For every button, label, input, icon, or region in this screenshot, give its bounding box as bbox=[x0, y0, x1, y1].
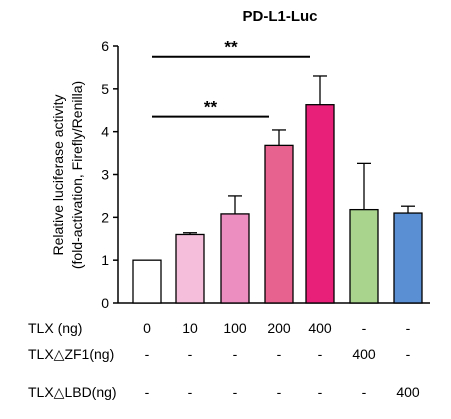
bar bbox=[264, 144, 294, 304]
plot-area: 0 1 2 3 4 5 6 ** ** bbox=[101, 38, 430, 311]
y-axis-label-line-1: Relative luciferase activity bbox=[50, 94, 66, 255]
y-axis-label-line-2: (fold-activation, Firefly/Renilla) bbox=[69, 81, 85, 269]
condition-value: 400 bbox=[352, 346, 376, 362]
significance-label: ** bbox=[224, 38, 238, 57]
y-tick-label: 3 bbox=[101, 167, 109, 183]
condition-value: - bbox=[233, 346, 238, 362]
condition-value: 0 bbox=[143, 320, 151, 336]
condition-value: 400 bbox=[396, 384, 420, 400]
condition-row-label: TLX△LBD(ng) bbox=[28, 384, 117, 400]
chart-title: PD-L1-Luc bbox=[243, 8, 318, 25]
condition-value: - bbox=[406, 320, 411, 336]
condition-value: 400 bbox=[308, 320, 332, 336]
y-tick-label: 1 bbox=[101, 252, 109, 268]
condition-value: - bbox=[277, 346, 282, 362]
condition-value: - bbox=[188, 346, 193, 362]
condition-row-label: TLX△ZF1(ng) bbox=[28, 346, 114, 362]
condition-row-label: TLX (ng) bbox=[28, 320, 82, 336]
bar bbox=[305, 104, 335, 304]
bar bbox=[393, 212, 423, 304]
condition-value: - bbox=[318, 384, 323, 400]
condition-value: 200 bbox=[267, 320, 291, 336]
y-tick-label: 5 bbox=[101, 81, 109, 97]
significance-label: ** bbox=[204, 98, 218, 117]
condition-value: - bbox=[406, 346, 411, 362]
condition-value: 100 bbox=[223, 320, 247, 336]
bar bbox=[220, 213, 250, 304]
condition-value: 10 bbox=[182, 320, 198, 336]
condition-value: - bbox=[277, 384, 282, 400]
condition-value: - bbox=[362, 384, 367, 400]
y-tick-label: 0 bbox=[101, 295, 109, 311]
bar bbox=[132, 259, 162, 304]
condition-table: TLX (ng) 0 10 100 200 400 - - TLX△ZF1(ng) - - - - - 40… bbox=[28, 320, 420, 400]
condition-value: - bbox=[233, 384, 238, 400]
condition-value: - bbox=[318, 346, 323, 362]
condition-value: - bbox=[145, 346, 150, 362]
y-axis-label: Relative luciferase activity (fold-activ… bbox=[50, 81, 85, 269]
y-tick-label: 6 bbox=[101, 38, 109, 54]
bar bbox=[175, 233, 205, 304]
y-tick-label: 4 bbox=[101, 124, 109, 140]
bar bbox=[349, 208, 379, 304]
y-tick-label: 2 bbox=[101, 209, 109, 225]
condition-value: - bbox=[188, 384, 193, 400]
condition-value: - bbox=[145, 384, 150, 400]
condition-value: - bbox=[362, 320, 367, 336]
